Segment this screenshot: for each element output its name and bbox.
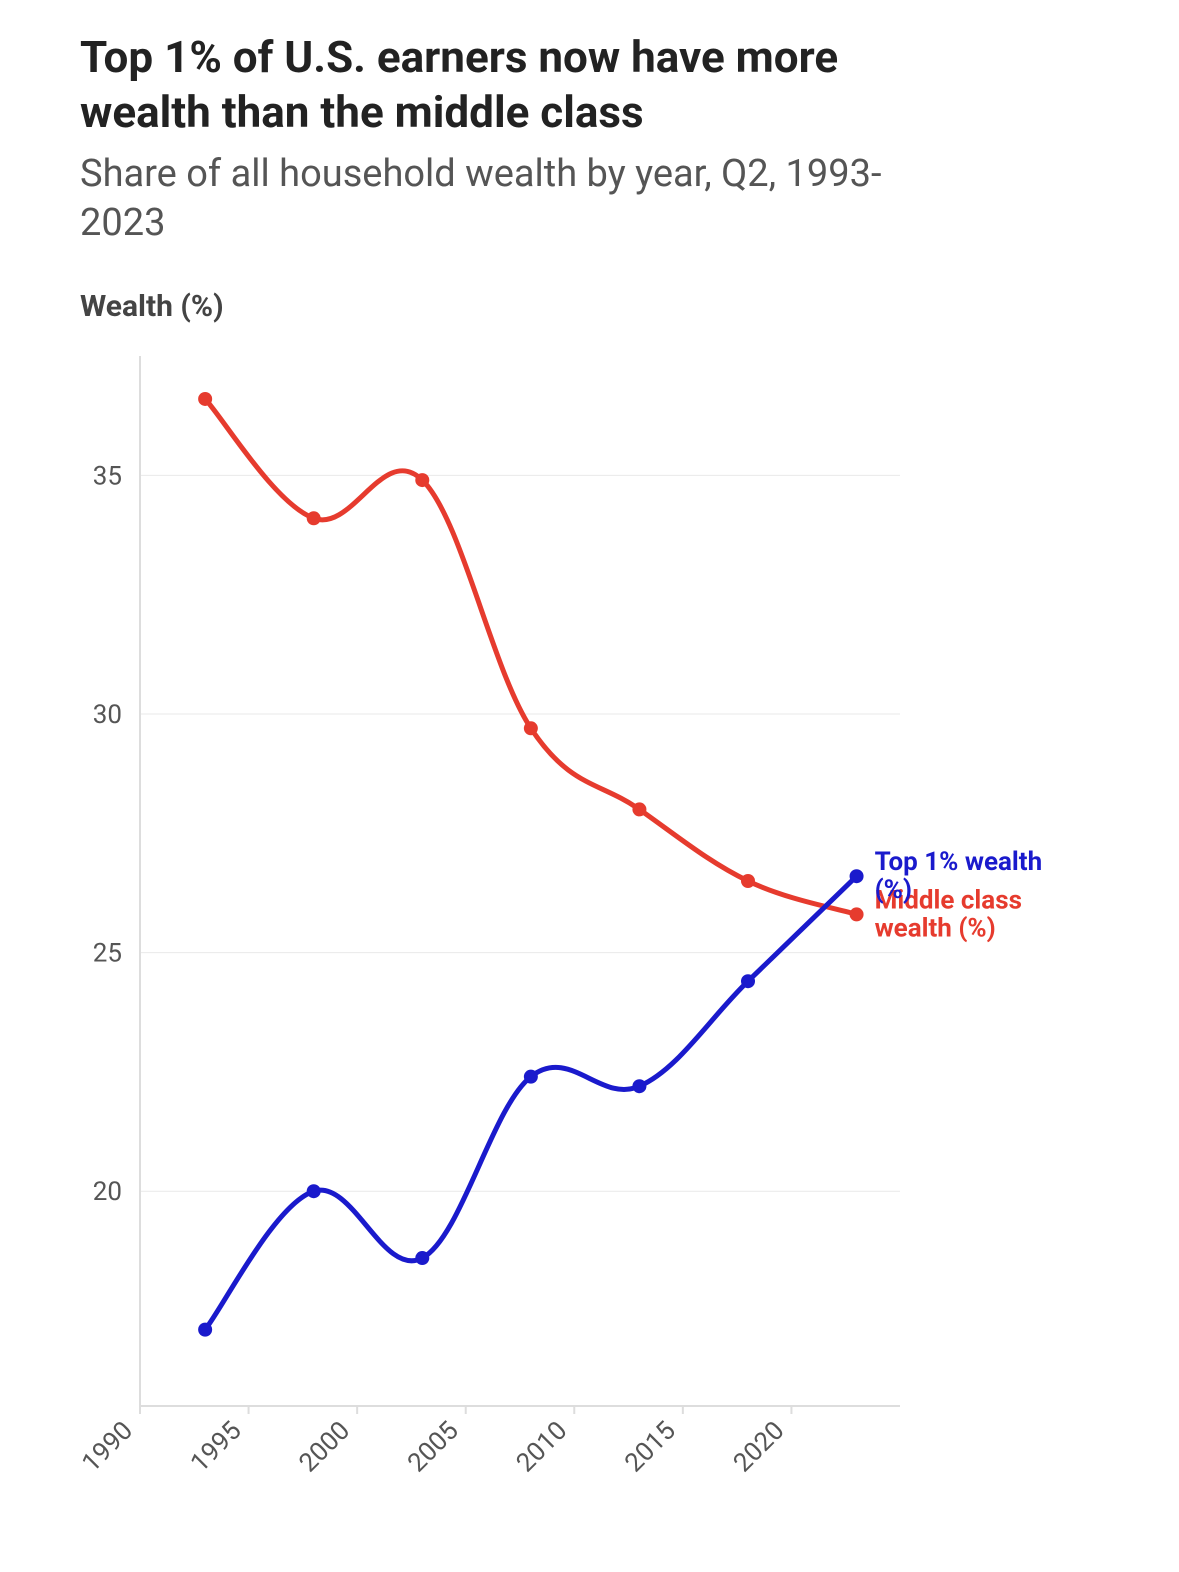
series-label-text: wealth (%) bbox=[875, 913, 996, 943]
x-tick-label: 2000 bbox=[294, 1416, 357, 1479]
y-tick-label: 35 bbox=[93, 461, 122, 491]
y-tick-label: 30 bbox=[93, 700, 122, 730]
data-point-middle bbox=[307, 511, 321, 525]
x-tick-label: 2010 bbox=[511, 1416, 574, 1479]
x-tick-label: 1995 bbox=[185, 1416, 248, 1479]
plot-area: 202530351990199520002005201020152020Midd… bbox=[80, 336, 1139, 1526]
series-label-text: (%) bbox=[875, 875, 912, 905]
data-point-middle bbox=[415, 473, 429, 487]
series-label-text: Top 1% wealth bbox=[875, 847, 1043, 877]
data-point-middle bbox=[632, 802, 646, 816]
x-tick-label: 2015 bbox=[619, 1416, 682, 1479]
x-tick-label: 2020 bbox=[728, 1416, 791, 1479]
y-tick-label: 20 bbox=[93, 1177, 122, 1207]
data-point-top1 bbox=[198, 1322, 212, 1336]
series-line-top1 bbox=[205, 876, 856, 1329]
data-point-middle bbox=[850, 907, 864, 921]
data-point-top1 bbox=[415, 1251, 429, 1265]
x-tick-label: 2005 bbox=[402, 1416, 465, 1479]
y-axis-label: Wealth (%) bbox=[80, 289, 1139, 324]
chart-container: Top 1% of U.S. earners now have more wea… bbox=[0, 0, 1179, 1572]
data-point-top1 bbox=[307, 1184, 321, 1198]
data-point-top1 bbox=[632, 1079, 646, 1093]
data-point-top1 bbox=[524, 1069, 538, 1083]
data-point-middle bbox=[524, 721, 538, 735]
chart-subtitle: Share of all household wealth by year, Q… bbox=[80, 150, 960, 249]
data-point-middle bbox=[198, 392, 212, 406]
line-chart: 202530351990199520002005201020152020Midd… bbox=[80, 336, 1160, 1526]
x-tick-label: 1990 bbox=[80, 1416, 139, 1479]
data-point-top1 bbox=[850, 869, 864, 883]
data-point-top1 bbox=[741, 974, 755, 988]
chart-title: Top 1% of U.S. earners now have more wea… bbox=[80, 30, 960, 140]
y-tick-label: 25 bbox=[93, 938, 122, 968]
data-point-middle bbox=[741, 874, 755, 888]
series-line-middle bbox=[205, 399, 856, 914]
